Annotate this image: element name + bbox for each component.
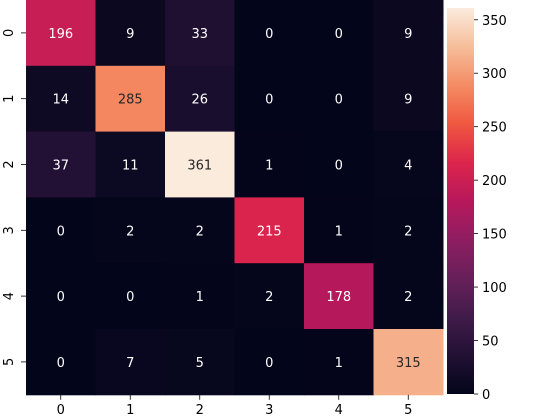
heatmap-cell <box>165 329 235 396</box>
heatmap-cell <box>304 197 374 264</box>
y-tick-label: 4 <box>2 292 17 300</box>
cell-value-label: 315 <box>396 356 421 371</box>
cell-value-label: 9 <box>404 93 412 108</box>
heatmap-cell <box>304 131 374 198</box>
y-tick-label: 2 <box>2 160 17 168</box>
heatmap-cell <box>95 0 166 67</box>
heatmap-cell <box>234 65 305 133</box>
heatmap-cell <box>26 197 96 264</box>
colorbar-tick-label: 350 <box>482 14 507 29</box>
heatmap-cell <box>165 131 235 198</box>
heatmap-cell <box>373 329 444 396</box>
y-tick-label: 3 <box>2 226 17 234</box>
heatmap-cells: 196 9 33 0 0 914 285 26 0 0 937 11 361 1 0 40 2 2 215 1 20 0 1… <box>26 0 444 396</box>
heatmap-cell <box>373 197 444 264</box>
colorbar-gradient <box>447 8 474 394</box>
heatmap-cell <box>304 329 374 396</box>
cell-value-label: 0 <box>265 93 273 108</box>
cell-value-label: 37 <box>52 159 69 174</box>
heatmap-cell <box>373 0 444 67</box>
x-tick-label: 0 <box>57 403 65 418</box>
cell-value-label: 1 <box>265 159 273 174</box>
heatmap-cell <box>234 263 305 330</box>
cell-value-label: 11 <box>122 159 139 174</box>
cell-value-label: 0 <box>265 356 273 371</box>
y-tick-label: 5 <box>2 358 17 366</box>
heatmap-cell <box>95 329 166 396</box>
cell-value-label: 2 <box>404 290 412 305</box>
cell-value-label: 33 <box>191 27 208 42</box>
cell-value-label: 2 <box>404 224 412 239</box>
cell-value-label: 14 <box>52 93 69 108</box>
cell-value-label: 196 <box>48 27 73 42</box>
heatmap-cell <box>165 65 235 133</box>
heatmap-cell <box>234 0 305 67</box>
heatmap-cell <box>26 65 96 133</box>
heatmap-cell <box>95 263 166 330</box>
cell-value-label: 7 <box>126 356 134 371</box>
heatmap-cell <box>26 263 96 330</box>
cell-value-label: 0 <box>265 27 273 42</box>
cell-value-label: 1 <box>335 224 343 239</box>
cell-value-label: 0 <box>335 93 343 108</box>
cell-value-label: 5 <box>196 356 204 371</box>
cell-value-label: 2 <box>265 290 273 305</box>
cell-value-label: 9 <box>404 27 412 42</box>
heatmap-cell <box>165 263 235 330</box>
cell-value-label: 1 <box>335 356 343 371</box>
x-tick-label: 2 <box>196 403 204 418</box>
x-tick-label: 5 <box>404 403 412 418</box>
cell-value-label: 0 <box>335 159 343 174</box>
y-tick-label: 1 <box>2 95 17 103</box>
heatmap-cell <box>373 65 444 133</box>
cell-value-label: 361 <box>187 159 212 174</box>
heatmap-cell <box>234 131 305 198</box>
heatmap-cell <box>165 197 235 264</box>
colorbar-tick-label: 250 <box>482 121 507 136</box>
heatmap-cell <box>26 0 96 67</box>
heatmap-cell <box>95 197 166 264</box>
x-tick-label: 4 <box>335 403 343 418</box>
x-tick-label: 1 <box>126 403 134 418</box>
heatmap-cell <box>95 131 166 198</box>
cell-value-label: 0 <box>57 356 65 371</box>
colorbar-tick-label: 50 <box>482 335 499 350</box>
heatmap-cell <box>234 329 305 396</box>
heatmap-cell <box>373 263 444 330</box>
cell-value-label: 9 <box>126 27 134 42</box>
x-tick-labels: 0 1 2 3 4 5 <box>57 394 412 418</box>
colorbar-tick-label: 100 <box>482 281 507 296</box>
cell-value-label: 178 <box>326 290 351 305</box>
heatmap-cell <box>26 329 96 396</box>
colorbar-tick-label: 300 <box>482 67 507 82</box>
heatmap-cell <box>304 263 374 330</box>
cell-value-label: 0 <box>57 290 65 305</box>
cell-value-label: 1 <box>196 290 204 305</box>
y-tick-labels: 0 1 2 3 4 5 <box>2 29 26 366</box>
heatmap-cell <box>234 197 305 264</box>
cell-value-label: 215 <box>257 224 282 239</box>
colorbar-tick-label: 150 <box>482 228 507 243</box>
y-tick-label: 0 <box>2 29 17 37</box>
heatmap-cell <box>26 131 96 198</box>
heatmap-cell <box>373 131 444 198</box>
heatmap-cell <box>95 65 166 133</box>
cell-value-label: 2 <box>196 224 204 239</box>
colorbar-tick-label: 200 <box>482 174 507 189</box>
heatmap-cell <box>304 65 374 133</box>
heatmap-cell <box>304 0 374 67</box>
cell-value-label: 2 <box>126 224 134 239</box>
cell-value-label: 285 <box>118 93 143 108</box>
cell-value-label: 0 <box>57 224 65 239</box>
colorbar-tick-label: 0 <box>482 388 490 403</box>
cell-value-label: 26 <box>191 93 208 108</box>
heatmap-cell <box>165 0 235 67</box>
cell-value-label: 0 <box>335 27 343 42</box>
colorbar: 0 50 100 150 200 250 300 350 <box>447 8 507 403</box>
cell-value-label: 0 <box>126 290 134 305</box>
cell-value-label: 4 <box>404 159 412 174</box>
x-tick-label: 3 <box>265 403 273 418</box>
